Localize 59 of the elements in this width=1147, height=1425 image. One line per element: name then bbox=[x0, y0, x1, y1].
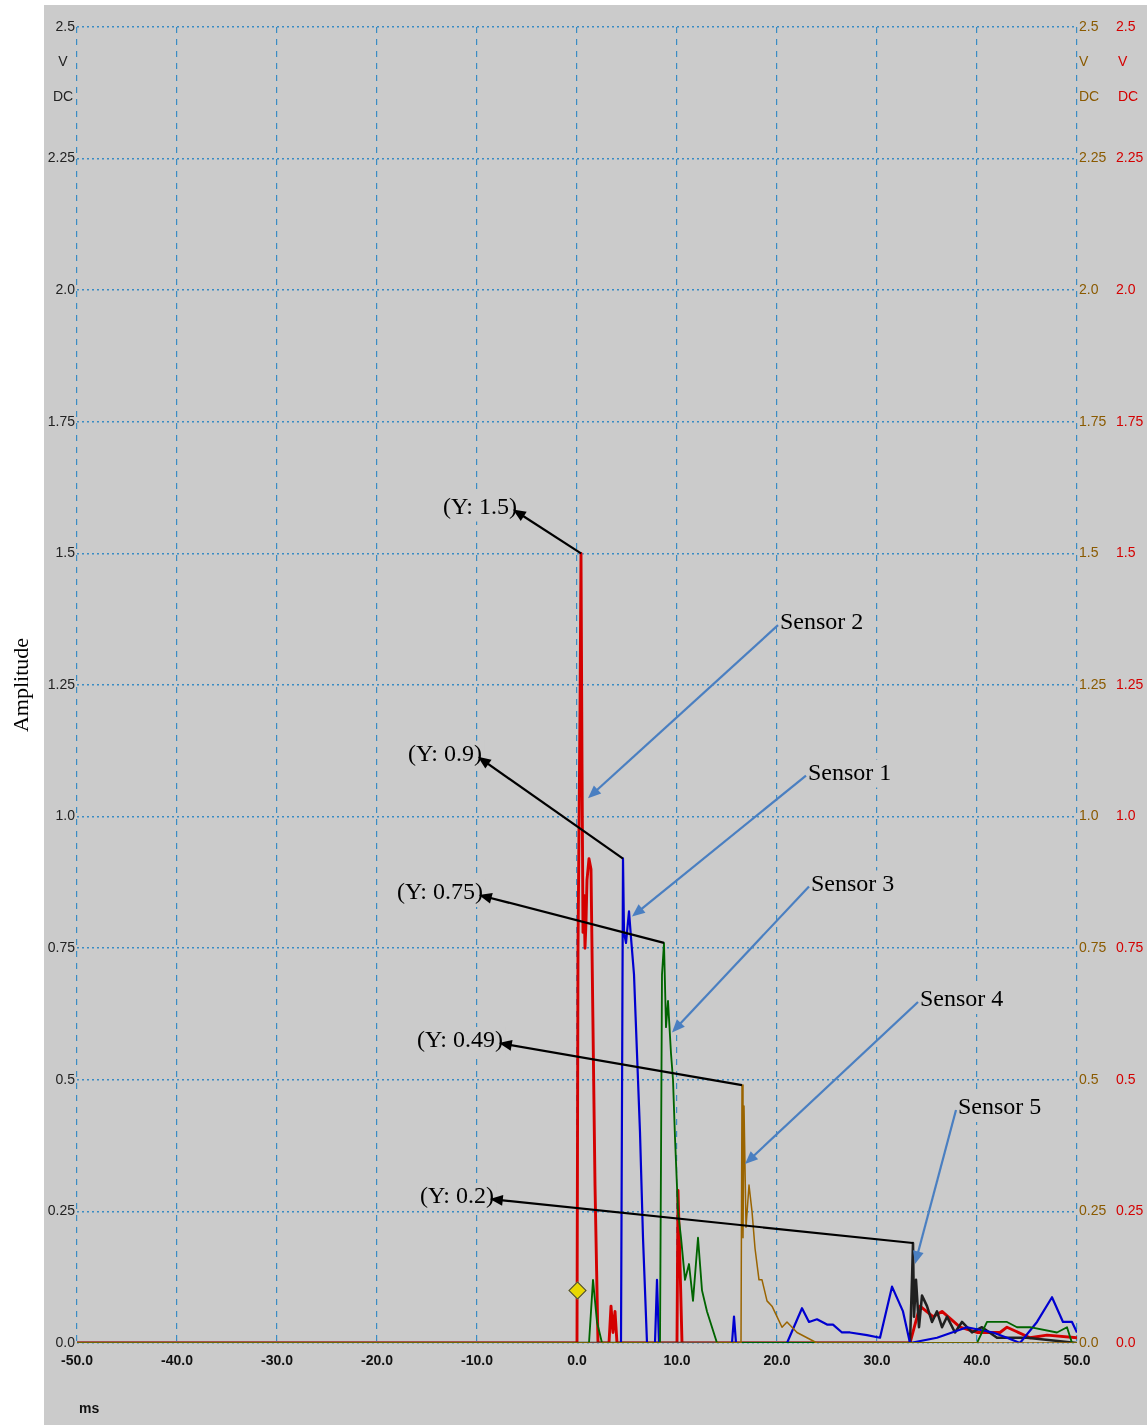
y-tick-label: 2.25 bbox=[47, 149, 76, 166]
y3-tick-label: 2.5 bbox=[1116, 17, 1136, 34]
y2-tick-label: 0.75 bbox=[1079, 939, 1107, 956]
annotation: (Y: 0.2) bbox=[420, 1182, 494, 1209]
text: V DC bbox=[52, 52, 74, 104]
text: V DC bbox=[1079, 52, 1100, 104]
y-tick-label: 1.5 bbox=[55, 544, 76, 561]
y-tick-label: 1.0 bbox=[55, 807, 76, 824]
y3-tick-label: 1.0 bbox=[1116, 807, 1136, 824]
y3-tick-label: 1.75 bbox=[1116, 412, 1144, 429]
y2-tick-label: 2.0 bbox=[1079, 281, 1099, 298]
annotation: (Y: 1.5) bbox=[443, 492, 517, 519]
y3-tick-label: 2.0 bbox=[1116, 281, 1136, 298]
x-tick-label: 30.0 bbox=[863, 1352, 891, 1369]
y3-tick-label: 2.25 bbox=[1116, 149, 1144, 166]
annotation: Sensor 4 bbox=[920, 985, 1004, 1012]
y3-tick-label: 0.75 bbox=[1116, 939, 1144, 956]
y3-tick-label: 1.5 bbox=[1116, 544, 1136, 561]
y2-tick-label: 2.25 bbox=[1079, 149, 1107, 166]
y3-tick-label: 0.25 bbox=[1116, 1202, 1144, 1219]
x-tick-label: 10.0 bbox=[663, 1352, 691, 1369]
annotation: Sensor 2 bbox=[780, 608, 864, 635]
y-tick-label: 0.25 bbox=[47, 1202, 76, 1219]
y2-tick-label: 0.5 bbox=[1079, 1070, 1099, 1087]
y3-tick-label: 0.0 bbox=[1116, 1333, 1136, 1350]
y2-tick-label: 2.5 bbox=[1079, 17, 1099, 34]
y3-tick-label: 0.5 bbox=[1116, 1070, 1136, 1087]
x-axis-title: ms bbox=[79, 1399, 100, 1416]
y-axis-title: Amplitude bbox=[7, 637, 33, 733]
x-tick-label: 0.0 bbox=[567, 1352, 587, 1369]
x-tick-label: -10.0 bbox=[461, 1352, 494, 1369]
x-tick-label: -20.0 bbox=[361, 1352, 394, 1369]
x-tick-label: -40.0 bbox=[161, 1352, 194, 1369]
annotation: (Y: 0.49) bbox=[417, 1026, 503, 1053]
x-tick-label: 40.0 bbox=[963, 1352, 991, 1369]
annotation: Sensor 1 bbox=[808, 758, 892, 785]
x-tick-label: -50.0 bbox=[61, 1352, 94, 1369]
y2-tick-label: 0.25 bbox=[1079, 1202, 1107, 1219]
y-tick-label: 0.75 bbox=[47, 939, 76, 956]
annotation: (Y: 0.9) bbox=[408, 740, 482, 767]
x-tick-label: 20.0 bbox=[763, 1352, 791, 1369]
y-tick-label: 1.25 bbox=[47, 675, 76, 692]
annotation: Sensor 3 bbox=[811, 869, 895, 896]
y2-tick-label: 1.5 bbox=[1079, 544, 1099, 561]
y-tick-label: 0.0 bbox=[55, 1333, 76, 1350]
y2-tick-label: 1.75 bbox=[1079, 412, 1107, 429]
y2-tick-label: 1.25 bbox=[1079, 675, 1107, 692]
y2-tick-label: 1.0 bbox=[1079, 807, 1099, 824]
annotation: (Y: 0.75) bbox=[397, 878, 483, 905]
text: V DC bbox=[1118, 52, 1139, 104]
y-tick-label: 1.75 bbox=[47, 412, 76, 429]
annotation: Sensor 5 bbox=[958, 1093, 1042, 1120]
y-tick-label: 2.0 bbox=[55, 281, 76, 298]
y-tick-label: 2.5 bbox=[55, 17, 76, 34]
x-tick-label: 50.0 bbox=[1063, 1352, 1091, 1369]
y2-tick-label: 0.0 bbox=[1079, 1333, 1099, 1350]
y-tick-label: 0.5 bbox=[55, 1070, 76, 1087]
x-tick-label: -30.0 bbox=[261, 1352, 294, 1369]
y3-tick-label: 1.25 bbox=[1116, 675, 1144, 692]
